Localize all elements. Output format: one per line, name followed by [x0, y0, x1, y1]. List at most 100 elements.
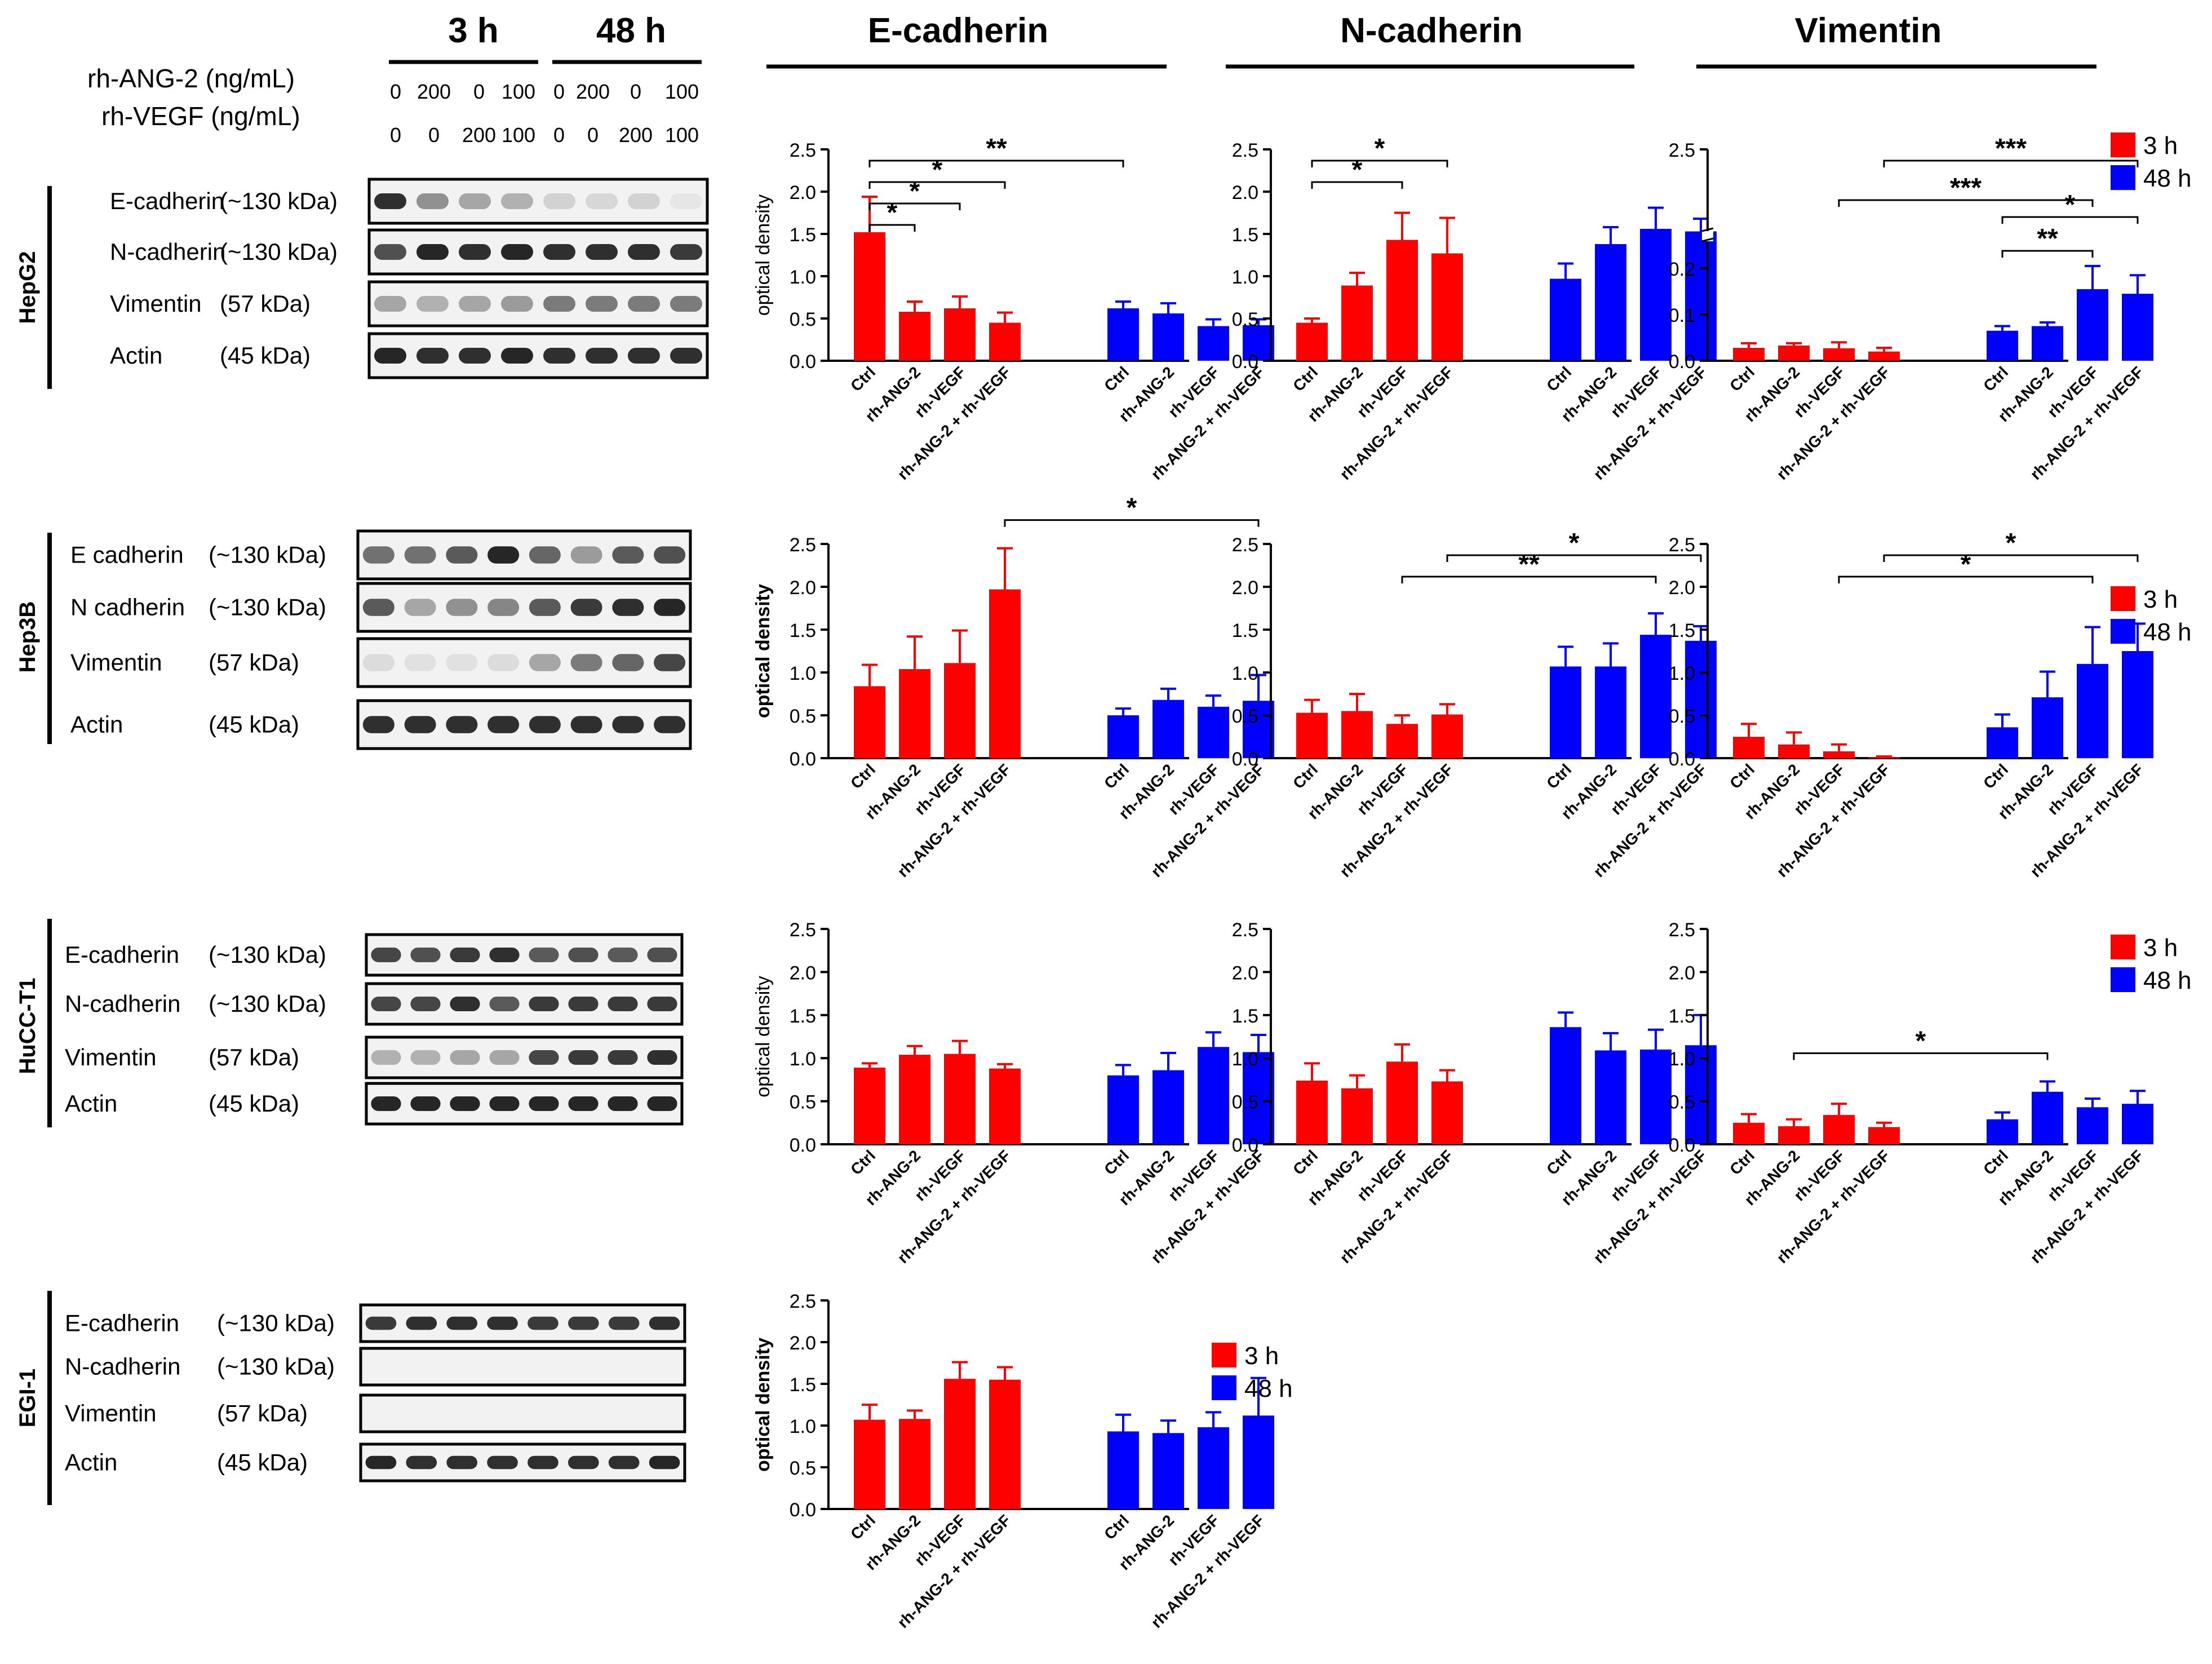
- y-tick-label: 1.0: [790, 663, 816, 684]
- blot-band: [362, 546, 394, 564]
- y-tick-label: 0.0: [1232, 351, 1258, 373]
- y-tick-label: 2.5: [1232, 534, 1258, 556]
- blot-band: [487, 1316, 518, 1330]
- bar: [854, 1419, 885, 1509]
- treatment-label: rh-VEGF (ng/mL): [101, 101, 300, 131]
- blot-band: [628, 244, 660, 260]
- blot-band: [374, 295, 406, 312]
- bar: [1823, 1115, 1855, 1144]
- blot-strip: [367, 280, 709, 328]
- blot-band: [446, 1316, 477, 1330]
- legend-swatch: [2111, 165, 2135, 190]
- treatment-value: 200: [417, 80, 451, 103]
- bar: [1595, 1050, 1626, 1144]
- y-tick-label: 0.0: [1669, 351, 1695, 373]
- bar: [1341, 711, 1373, 758]
- column-header: E-cadherin: [868, 11, 1048, 50]
- bar: [1640, 229, 1672, 361]
- bar: [899, 1055, 930, 1144]
- y-tick-label: 1.0: [1232, 663, 1258, 684]
- legend-swatch: [2111, 619, 2135, 644]
- legend-swatch: [1212, 1343, 1236, 1368]
- blot-band: [529, 716, 561, 733]
- blot-band: [608, 1316, 640, 1330]
- bar: [1823, 751, 1855, 758]
- y-tick-label: 2.0: [790, 182, 816, 203]
- blot-band: [365, 1455, 397, 1470]
- blot-band: [612, 599, 644, 616]
- blot-strip: [359, 1347, 686, 1387]
- significance-bracket: [1838, 199, 2094, 207]
- significance-label: *: [1569, 528, 1580, 558]
- legend-label: 48 h: [2143, 165, 2192, 192]
- treatment-value: 0: [390, 123, 401, 147]
- category-label: Ctrl: [1289, 1147, 1321, 1178]
- y-tick-label: 0.5: [1232, 309, 1258, 330]
- bar: [1198, 1047, 1229, 1144]
- blot-size-label: (~130 kDa): [217, 1353, 335, 1380]
- significance-label: *: [887, 198, 898, 228]
- significance-bracket: [868, 160, 1124, 167]
- blot-band: [487, 546, 520, 564]
- y-tick-label: 0.5: [1232, 1092, 1258, 1113]
- y-tick-label: 1.0: [1232, 1048, 1258, 1070]
- treatment-value: 100: [502, 80, 535, 103]
- bar: [1640, 635, 1672, 758]
- legend-swatch: [1212, 1375, 1236, 1400]
- bar: [1152, 1433, 1184, 1509]
- blot-band: [404, 654, 436, 671]
- y-tick-label: 2.0: [1232, 182, 1258, 203]
- significance-label: *: [1375, 134, 1385, 163]
- column-header: Vimentin: [1795, 11, 1942, 50]
- treatment-value: 200: [462, 123, 496, 147]
- blot-band: [647, 997, 677, 1011]
- treatment-value: 0: [390, 80, 401, 103]
- bar: [2077, 1107, 2108, 1144]
- blot-size-label: (57 kDa): [209, 1044, 299, 1070]
- legend-swatch: [2111, 132, 2135, 157]
- category-label: Ctrl: [847, 363, 879, 395]
- category-label: Ctrl: [1980, 363, 2011, 395]
- significance-bracket: [1004, 519, 1260, 527]
- category-label: Ctrl: [1289, 363, 1321, 395]
- bar: [1386, 1061, 1418, 1144]
- blot-size-label: (45 kDa): [209, 1090, 299, 1117]
- bar: [1868, 1127, 1900, 1144]
- bar: [1107, 308, 1139, 361]
- significance-label: *: [2065, 190, 2076, 220]
- blot-band: [529, 1050, 559, 1065]
- treatment-value: 0: [473, 80, 485, 103]
- blot-protein-label: Vimentin: [65, 1400, 157, 1427]
- blot-band: [362, 716, 394, 733]
- category-label: Ctrl: [1980, 760, 2011, 792]
- blot-band: [529, 997, 559, 1011]
- y-tick-label: 1.5: [1232, 620, 1258, 641]
- blot-band: [362, 654, 394, 671]
- blot-strip: [367, 178, 709, 225]
- category-label: Ctrl: [847, 1511, 879, 1543]
- treatment-value: 0: [630, 80, 641, 103]
- bar: [1595, 244, 1626, 361]
- blot-band: [529, 599, 561, 616]
- bar: [1198, 326, 1229, 361]
- bar: [1107, 715, 1139, 758]
- bar: [1296, 712, 1328, 758]
- blot-band: [612, 654, 644, 671]
- y-tick-label: 0.0: [790, 749, 816, 770]
- blot-band: [543, 244, 575, 260]
- y-tick-label: 0.0: [1669, 749, 1695, 770]
- blot-band: [568, 1096, 599, 1111]
- blot-band: [501, 193, 533, 210]
- y-tick-label: 2.5: [790, 140, 816, 161]
- bar: [2032, 326, 2063, 361]
- blot-band: [404, 599, 436, 616]
- legend-label: 3 h: [2143, 586, 2178, 613]
- blot-band: [416, 347, 449, 364]
- legend-label: 48 h: [1244, 1375, 1293, 1402]
- blot-band: [570, 716, 602, 733]
- bar: [1550, 278, 1581, 361]
- blot-band: [459, 193, 491, 210]
- category-label: Ctrl: [1726, 1147, 1758, 1178]
- bar: [1431, 714, 1463, 758]
- bar: [854, 686, 885, 758]
